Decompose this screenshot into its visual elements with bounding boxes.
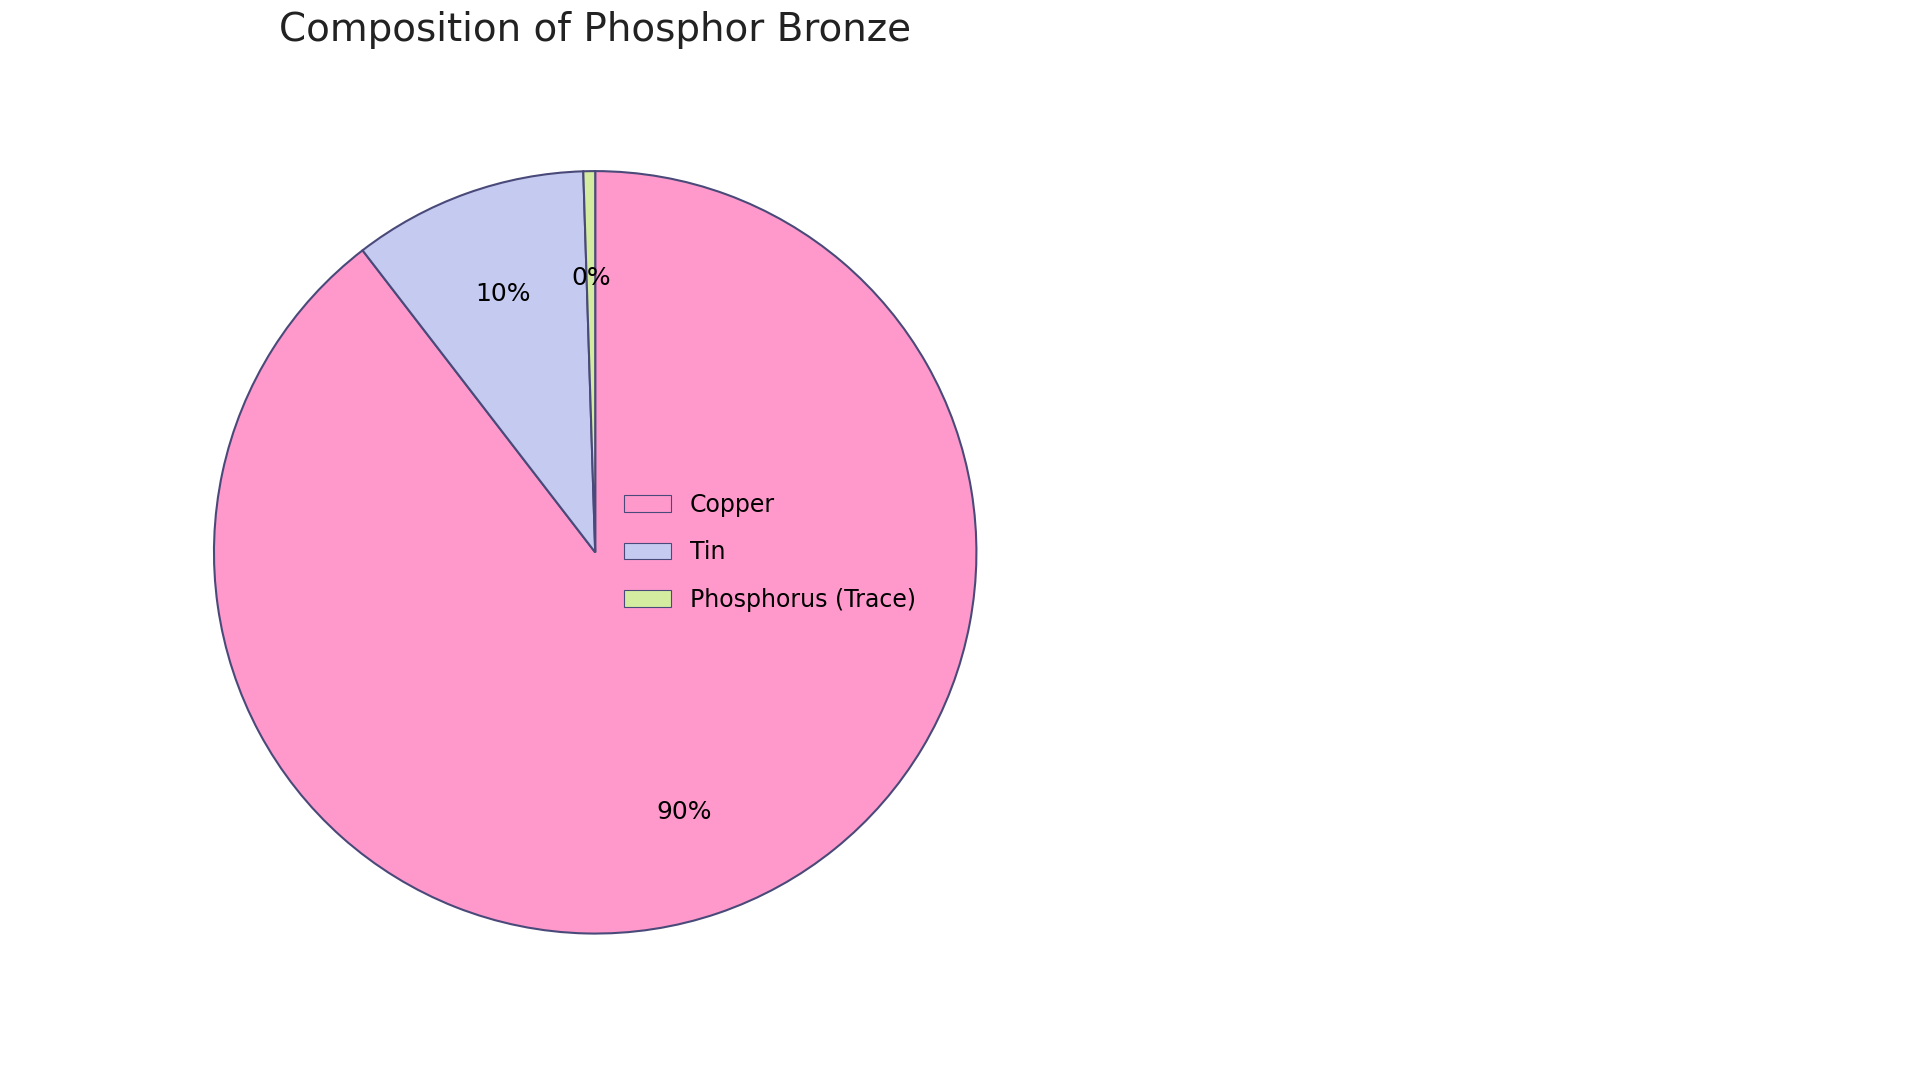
Title: Composition of Phosphor Bronze: Composition of Phosphor Bronze xyxy=(278,11,912,49)
Wedge shape xyxy=(363,171,595,552)
Legend: Copper, Tin, Phosphorus (Trace): Copper, Tin, Phosphorus (Trace) xyxy=(614,483,925,622)
Text: 10%: 10% xyxy=(474,282,530,305)
Text: 90%: 90% xyxy=(657,800,712,824)
Text: 0%: 0% xyxy=(570,266,611,290)
Wedge shape xyxy=(584,171,595,552)
Wedge shape xyxy=(213,171,977,934)
